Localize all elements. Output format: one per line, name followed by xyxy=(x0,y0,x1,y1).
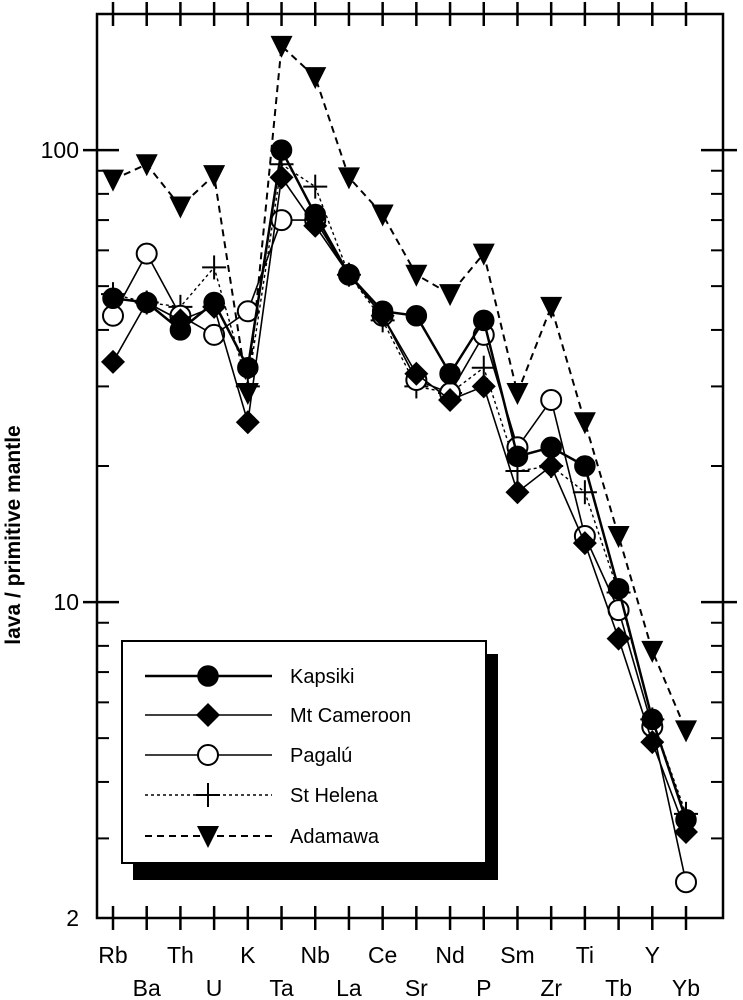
data-point-mt-cameroon xyxy=(606,626,631,651)
y-tick-label: 2 xyxy=(66,905,79,931)
series-layer xyxy=(101,35,698,894)
data-point-kapsiki xyxy=(169,319,192,341)
legend-item-pagalu: Pagalú xyxy=(145,744,352,767)
data-point-adamawa xyxy=(135,154,158,177)
data-point-mt-cameroon xyxy=(404,361,429,386)
data-point-adamawa xyxy=(203,165,226,188)
data-point-mt-cameroon xyxy=(572,531,597,556)
x-tick-label: Nb xyxy=(301,942,330,968)
data-point-adamawa xyxy=(371,204,394,227)
data-point-kapsiki xyxy=(641,708,664,731)
legend-item-kapsiki: Kapsiki xyxy=(145,665,354,688)
series-adamawa xyxy=(102,35,697,743)
data-point-adamawa xyxy=(405,264,428,287)
axis-ticks xyxy=(83,2,737,930)
series-line-st-helena xyxy=(112,163,687,815)
x-tick-label: Sr xyxy=(405,975,428,1000)
x-tick-label: Tb xyxy=(605,975,632,1000)
data-point-mt-cameroon xyxy=(235,410,260,435)
data-point-kapsiki xyxy=(371,300,394,322)
data-point-kapsiki xyxy=(203,291,225,314)
y-axis-label: lava / primitive mantle xyxy=(2,425,25,644)
data-point-kapsiki xyxy=(506,445,529,468)
data-point-pagalu xyxy=(675,871,697,894)
data-point-kapsiki xyxy=(304,203,326,226)
legend-label: Adamawa xyxy=(290,826,380,848)
legend-marker xyxy=(197,826,219,848)
legend: Kapsiki Mt Cameroon Pagalú St Helena Adamawa xyxy=(121,640,498,880)
legend-marker xyxy=(196,783,220,807)
legend-item-mt-cameroon: Mt Cameroon xyxy=(145,703,411,727)
data-point-adamawa xyxy=(573,412,596,435)
data-point-mt-cameroon xyxy=(438,387,463,412)
data-point-adamawa xyxy=(641,640,664,663)
data-point-pagalu xyxy=(540,388,563,411)
legend-label: Mt Cameroon xyxy=(290,705,411,727)
data-point-kapsiki xyxy=(675,808,697,831)
x-tick-label: U xyxy=(206,975,223,1000)
data-point-kapsiki xyxy=(405,304,428,327)
legend-label: Kapsiki xyxy=(290,666,354,688)
legend-marker xyxy=(197,744,219,766)
data-point-pagalu xyxy=(135,242,158,265)
data-point-adamawa xyxy=(675,720,697,743)
data-point-adamawa xyxy=(304,67,327,90)
x-tick-label: La xyxy=(336,975,362,1000)
data-point-kapsiki xyxy=(270,139,293,161)
data-point-mt-cameroon xyxy=(471,374,496,399)
legend-box xyxy=(121,640,487,864)
data-point-st-helena xyxy=(202,255,227,280)
data-point-adamawa xyxy=(169,196,192,219)
x-tick-label: Rb xyxy=(98,942,127,968)
data-point-adamawa xyxy=(270,35,293,58)
legend-marker xyxy=(197,665,219,687)
data-point-adamawa xyxy=(102,169,124,192)
series-line-adamawa xyxy=(112,43,687,731)
x-tick-label: Ta xyxy=(269,975,294,1000)
data-point-kapsiki xyxy=(338,263,360,286)
x-tick-label: Ce xyxy=(368,942,397,968)
data-point-kapsiki xyxy=(574,455,596,477)
data-point-adamawa xyxy=(337,167,360,190)
data-point-mt-cameroon xyxy=(101,349,125,374)
x-tick-label: Y xyxy=(645,942,660,968)
series-kapsiki xyxy=(102,139,697,831)
x-tick-label: Ba xyxy=(133,975,161,1000)
data-point-kapsiki xyxy=(237,356,259,379)
x-tick-label: Ti xyxy=(576,942,594,968)
data-point-adamawa xyxy=(540,296,563,319)
x-tick-label: Sm xyxy=(500,942,535,968)
data-point-kapsiki xyxy=(473,309,495,332)
legend-label: St Helena xyxy=(290,785,379,807)
legend-label: Pagalú xyxy=(290,745,352,767)
data-point-adamawa xyxy=(439,284,462,307)
data-point-kapsiki xyxy=(102,287,124,310)
x-tick-label: Yb xyxy=(672,975,700,1000)
data-point-adamawa xyxy=(506,383,529,406)
y-tick-label: 100 xyxy=(41,137,79,163)
data-point-mt-cameroon xyxy=(269,165,294,190)
data-point-kapsiki xyxy=(540,436,562,459)
x-tick-label: Th xyxy=(167,942,194,968)
legend-marker xyxy=(196,703,220,727)
data-point-mt-cameroon xyxy=(505,480,530,505)
x-tick-label: K xyxy=(240,942,256,968)
legend-item-adamawa: Adamawa xyxy=(145,826,380,848)
data-point-pagalu xyxy=(203,323,226,346)
y-tick-label: 10 xyxy=(53,589,79,615)
x-tick-label: Nd xyxy=(435,942,464,968)
data-point-adamawa xyxy=(607,526,630,549)
data-point-mt-cameroon xyxy=(539,454,564,478)
data-point-st-helena xyxy=(303,174,328,199)
legend-item-st-helena: St Helena xyxy=(145,783,379,807)
data-point-kapsiki xyxy=(135,291,158,314)
data-point-kapsiki xyxy=(607,578,630,600)
data-point-adamawa xyxy=(472,243,495,266)
x-tick-label: P xyxy=(476,975,491,1000)
x-tick-label: Zr xyxy=(540,975,562,1000)
data-point-kapsiki xyxy=(439,362,461,385)
